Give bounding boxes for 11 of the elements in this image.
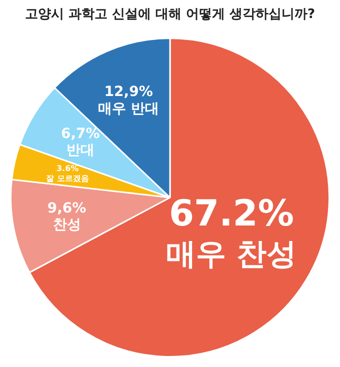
data-label: 9,6% [47,200,86,216]
slice-label: 매우 반대 [98,100,159,117]
slice-label: 잘 모르겠음 [46,174,89,183]
data-label: 67.2% [169,194,294,235]
data-label: 12,9% [104,84,153,100]
slice-label: 매우 찬성 [166,236,297,272]
slice-label: 반대 [66,142,94,159]
slice-label: 찬성 [52,217,81,234]
data-label: 6,7% [60,126,100,142]
data-label: 3.6% [56,164,79,174]
chart-title: 고양시 과학고 신설에 대해 어떻게 생각하십니까? [24,6,316,24]
